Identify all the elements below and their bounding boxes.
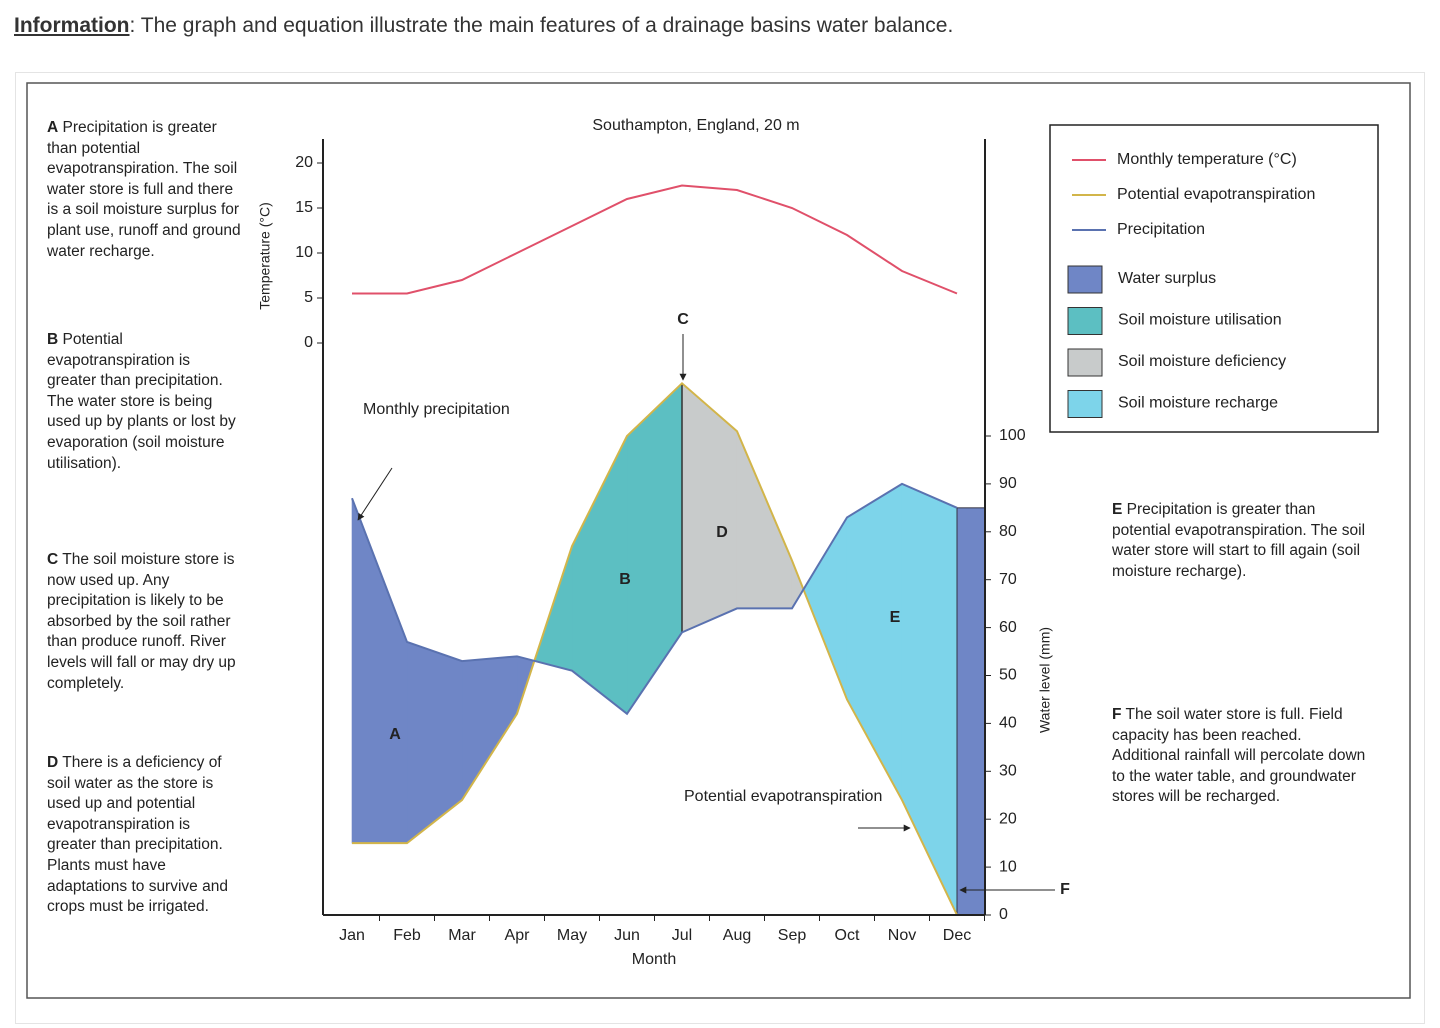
area	[901, 483, 958, 916]
surplus-strip	[956, 507, 986, 916]
area	[626, 382, 683, 715]
annotation-arrow	[357, 467, 393, 521]
legend-label: Precipitation	[1117, 221, 1205, 238]
note-text: There is a deficiency of soil water as t…	[47, 754, 228, 916]
area	[846, 483, 903, 801]
area-letter: C	[677, 311, 689, 328]
y-tick-label: 10	[295, 244, 313, 261]
header-label: Information	[14, 14, 130, 37]
y2-tick-label: 30	[999, 763, 1017, 780]
legend-box	[1049, 124, 1379, 433]
series-line	[352, 381, 958, 916]
y2-tick-label: 40	[999, 715, 1017, 732]
legend-swatch	[1067, 265, 1103, 294]
x-tick-label: Aug	[723, 927, 751, 944]
note-text: Precipitation is greater than potential …	[1112, 501, 1366, 580]
area-letter: F	[1060, 881, 1070, 898]
note-text: Potential evapotranspiration is greater …	[47, 331, 236, 472]
figure-frame	[15, 72, 1425, 1024]
x-tick-label: Nov	[888, 927, 916, 944]
note-letter: E	[1112, 501, 1123, 518]
y2-tick-label: 100	[999, 427, 1026, 444]
legend-swatch	[1067, 390, 1103, 418]
y-axis-title: Temperature (°C)	[257, 202, 273, 310]
y2-tick-label: 50	[999, 667, 1017, 684]
x-tick-label: Mar	[448, 927, 476, 944]
y-tick-label: 0	[304, 334, 313, 351]
y2-tick-label: 20	[999, 810, 1017, 827]
y2-tick-label: 70	[999, 571, 1017, 588]
note-letter: F	[1112, 706, 1122, 723]
area	[406, 641, 463, 844]
header-text: : The graph and equation illustrate the …	[129, 14, 954, 37]
legend-label: Soil moisture recharge	[1118, 395, 1278, 412]
legend-label: Water surplus	[1118, 270, 1216, 287]
annotation: Potential evapotranspiration	[684, 788, 882, 805]
x-tick-label: Dec	[943, 927, 971, 944]
note-text: The soil moisture store is now used up. …	[47, 551, 236, 692]
y2-tick-label: 60	[999, 619, 1017, 636]
x-tick-label: May	[557, 927, 587, 944]
x-tick-label: Feb	[393, 927, 421, 944]
y2-tick-label: 80	[999, 523, 1017, 540]
legend-swatch	[1067, 307, 1103, 335]
x-tick-label: Oct	[835, 927, 860, 944]
note-letter: B	[47, 331, 59, 348]
y2-tick-label: 90	[999, 475, 1017, 492]
note: A Precipitation is greater than potentia…	[47, 118, 242, 262]
note-text: The soil water store is full. Field capa…	[1112, 706, 1366, 806]
x-tick-label: Jun	[614, 927, 640, 944]
figure-border	[26, 82, 1411, 999]
chart-title: Southampton, England, 20 m	[592, 117, 799, 134]
x-tick-label: Jul	[672, 927, 692, 944]
note: C The soil moisture store is now used up…	[47, 550, 242, 694]
y-tick-label: 15	[295, 199, 313, 216]
x-tick-label: Apr	[505, 927, 531, 944]
note-text: Precipitation is greater than potential …	[47, 119, 241, 260]
area	[351, 498, 408, 844]
note-letter: A	[47, 119, 59, 136]
x-tick-label: Sep	[778, 927, 807, 944]
y-tick-label: 5	[304, 289, 313, 306]
legend-label: Soil moisture utilisation	[1118, 312, 1282, 329]
note: E Precipitation is greater than potentia…	[1112, 500, 1367, 582]
area	[681, 382, 738, 633]
y2-tick-label: 10	[999, 858, 1017, 875]
area-letter: E	[890, 609, 901, 626]
legend-label: Soil moisture deficiency	[1118, 353, 1286, 370]
x-axis-title: Month	[632, 951, 676, 968]
area-letter: A	[389, 726, 401, 743]
note: D There is a deficiency of soil water as…	[47, 753, 242, 918]
y-tick-label: 20	[295, 154, 313, 171]
legend-label: Monthly temperature (°C)	[1117, 151, 1297, 168]
area-letter: D	[716, 524, 728, 541]
header: Information: The graph and equation illu…	[14, 14, 953, 38]
note-letter: C	[47, 551, 59, 568]
note: F The soil water store is full. Field ca…	[1112, 705, 1367, 808]
note-letter: D	[47, 754, 59, 771]
area-letter: B	[619, 571, 631, 588]
note: B Potential evapotranspiration is greate…	[47, 330, 242, 474]
series-line	[351, 482, 958, 716]
area	[736, 431, 793, 609]
legend-swatch	[1067, 348, 1103, 377]
legend-label: Potential evapotranspiration	[1117, 186, 1315, 203]
y2-tick-label: 0	[999, 906, 1008, 923]
series-line	[352, 184, 958, 295]
x-tick-label: Jan	[339, 927, 365, 944]
annotation: Monthly precipitation	[363, 401, 510, 418]
y2-axis-title: Water level (mm)	[1037, 627, 1053, 733]
